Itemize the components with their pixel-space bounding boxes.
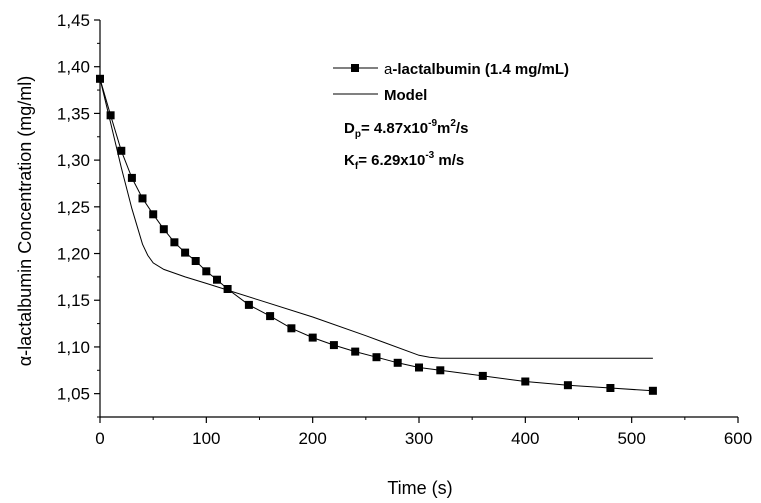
annotation-dp-tail: /s: [456, 120, 469, 137]
data-point: [202, 267, 211, 276]
x-tick-label: 0: [95, 429, 104, 448]
x-tick-label: 400: [511, 429, 539, 448]
annotation-dp-sup2: 2: [450, 118, 456, 129]
series-line-lactalbumin: [99, 78, 653, 392]
y-tick-label: 1,05: [57, 385, 90, 404]
series-markers-lactalbumin: [96, 74, 657, 395]
annotation-dp-sup: -9: [428, 118, 437, 129]
y-tick-label: 1,25: [57, 198, 90, 217]
data-point: [127, 173, 136, 182]
data-point: [563, 381, 572, 390]
y-tick-label: 1,20: [57, 245, 90, 264]
data-point: [181, 248, 190, 257]
data-point: [96, 74, 104, 83]
series-line-model: [99, 78, 653, 359]
legend-label-model: Model: [384, 87, 427, 104]
data-point: [149, 210, 158, 219]
data-point: [606, 384, 615, 392]
y-tick-label: 1,40: [57, 58, 90, 77]
annotation-dp: Dp= 4.87x10-9m2/s: [344, 118, 468, 140]
data-point: [159, 225, 168, 234]
data-point: [223, 285, 232, 293]
data-point: [308, 333, 317, 342]
annotation-kf-sub: f: [355, 161, 359, 172]
y-tick-label: 1,15: [57, 291, 90, 310]
annotation-kf-tail: m/s: [434, 152, 464, 169]
data-point: [244, 300, 253, 309]
annotation-kf-main: K: [344, 152, 355, 169]
y-axis-title: α-lactalbumin Concentration (mg/ml): [15, 76, 35, 367]
data-point: [266, 312, 275, 321]
legend-label-rest: -lactalbumin (1.4 mg/mL): [392, 61, 569, 78]
annotation-kf-mid: = 6.29x10: [358, 152, 425, 169]
data-point: [117, 146, 126, 155]
x-ticks: 0 100 200 300 400 500 600: [95, 417, 752, 448]
data-point: [329, 341, 338, 350]
annotation-kf: Kf= 6.29x10-3 m/s: [344, 150, 464, 172]
y-ticks: 1,05 1,10 1,15 1,20 1,25 1,30 1,35 1,40 1,45: [57, 11, 100, 418]
data-point: [351, 347, 360, 356]
legend-label-lactalbumin: a-lactalbumin (1.4 mg/mL): [384, 61, 569, 78]
data-point: [415, 363, 423, 372]
data-point: [478, 371, 487, 380]
annotation-dp-mid: = 4.87x10: [361, 120, 428, 137]
x-tick-label: 500: [617, 429, 645, 448]
data-point: [436, 366, 445, 375]
data-point: [213, 275, 221, 284]
x-tick-label: 100: [192, 429, 220, 448]
data-point: [106, 111, 115, 120]
x-tick-label: 300: [405, 429, 433, 448]
data-point: [648, 386, 657, 395]
legend-marker-lactalbumin: [351, 64, 359, 72]
x-tick-label: 200: [298, 429, 326, 448]
legend: a-lactalbumin (1.4 mg/mL) Model: [333, 61, 569, 104]
data-point: [372, 353, 381, 362]
data-point: [393, 358, 402, 367]
x-axis-title: Time (s): [387, 478, 452, 498]
data-point: [521, 377, 530, 386]
y-tick-label: 1,30: [57, 151, 90, 170]
data-point: [191, 257, 200, 265]
data-point: [170, 238, 179, 247]
x-tick-label: 600: [724, 429, 752, 448]
data-point: [138, 194, 147, 203]
y-tick-label: 1,35: [57, 104, 90, 123]
annotation-dp-sub: p: [355, 129, 361, 140]
data-point: [287, 324, 296, 333]
y-tick-label: 1,10: [57, 338, 90, 357]
legend-label-prefix: a: [384, 61, 393, 78]
annotation-kf-sup: -3: [425, 150, 434, 161]
annotation-dp-mid2: m: [437, 120, 450, 137]
y-tick-label: 1,45: [57, 11, 90, 30]
axes: [99, 20, 738, 418]
annotation-dp-main: D: [344, 120, 355, 137]
